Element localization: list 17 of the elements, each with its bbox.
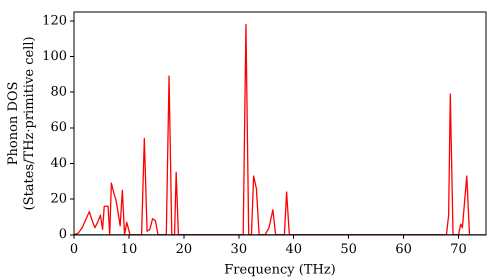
- y-tick-label: 0: [58, 227, 68, 242]
- x-axis-title: Frequency (THz): [224, 262, 336, 278]
- x-tick-label: 40: [285, 242, 302, 257]
- y-tick-label: 60: [50, 120, 68, 136]
- x-tick-label: 10: [120, 242, 138, 257]
- x-tick-label: 20: [176, 242, 192, 257]
- y-axis-title: Phonon DOS (States/THz·primitive cell): [6, 36, 37, 210]
- x-tick-label: 60: [395, 242, 412, 257]
- x-tick-label: 70: [450, 242, 467, 257]
- x-tick-label: 0: [70, 242, 78, 257]
- x-tick-label: 30: [230, 242, 248, 257]
- y-tick-label: 40: [50, 156, 68, 171]
- y-tick-label: 120: [42, 13, 68, 28]
- x-tick-label: 50: [340, 242, 357, 257]
- y-tick-label: 20: [50, 192, 68, 207]
- y-tick-label: 100: [42, 48, 68, 64]
- y-tick-label: 80: [50, 84, 68, 100]
